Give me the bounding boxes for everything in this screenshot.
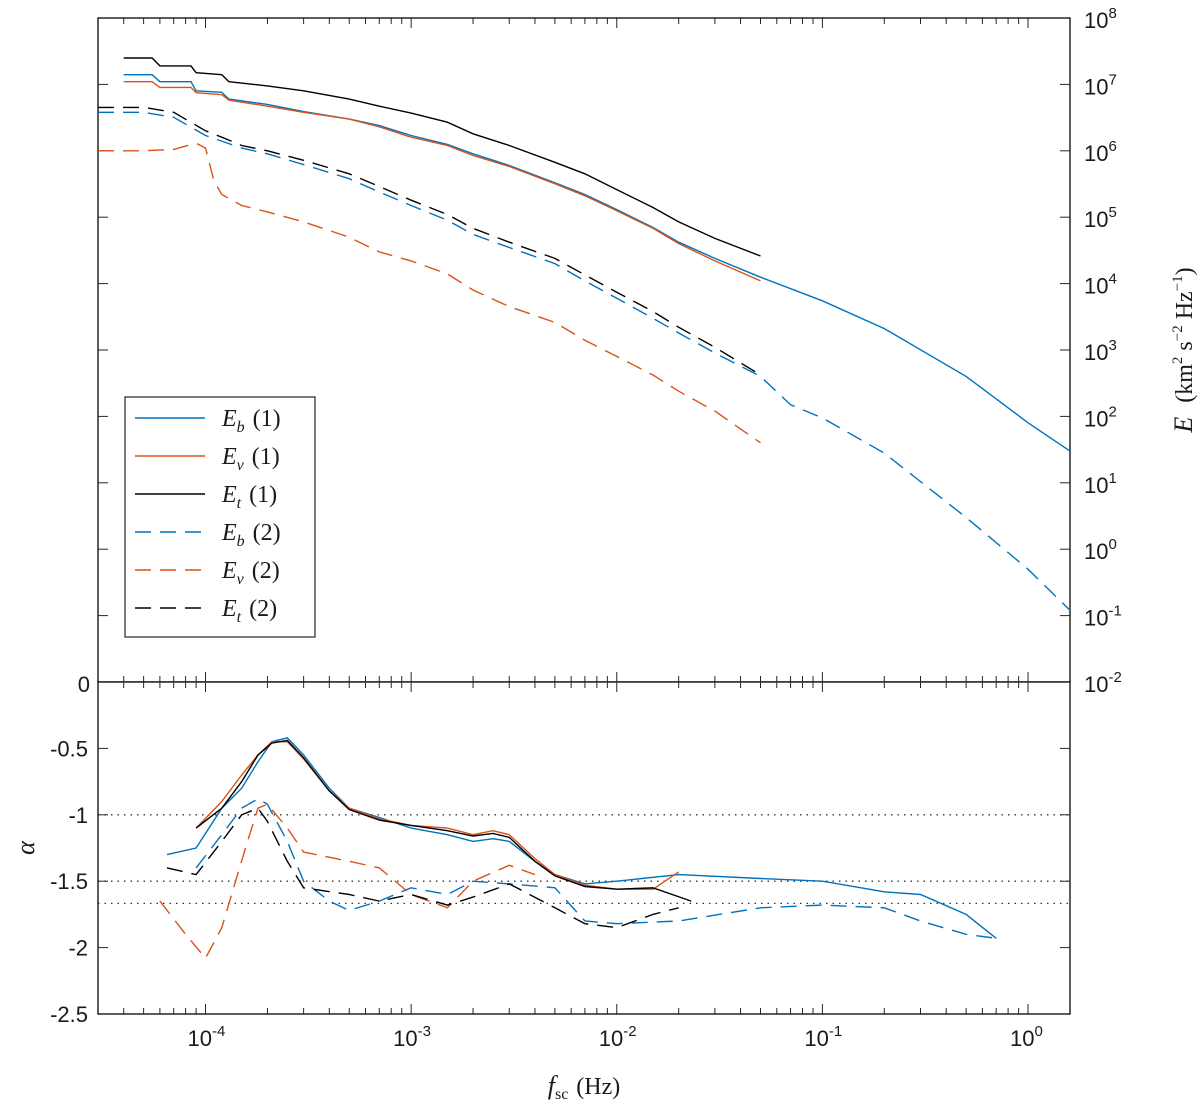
slope-series-line (166, 807, 679, 929)
spectrum-series-line (123, 74, 1071, 452)
slope-series-line (166, 737, 997, 939)
legend-entry-label: Et (1) (221, 482, 277, 512)
legend-entry-label: Eb (2) (221, 520, 281, 550)
x-tick-label: 10-3 (393, 1023, 431, 1051)
spectra-panel: 108 107 106 105 104 103 102 101 100 10-1 10-2 0 E … (78, 5, 1198, 697)
y-tick-label: 10-2 (1084, 669, 1122, 697)
slopes-minor-ticks (97, 682, 1070, 1015)
slopes-y-axis-label: α (11, 840, 40, 855)
alpha-tick-label: -2 (68, 936, 88, 961)
legend: Eb (1) Ev (1) Et (1) Eb (2) Ev (2) Et (2) (124, 396, 316, 638)
slope-series-line (195, 739, 692, 902)
alpha-tick-label: -0.5 (50, 736, 88, 761)
legend-entry-label: Eb (1) (221, 406, 281, 436)
legend-entry-label: Ev (1) (221, 444, 280, 474)
y-tick-label: 103 (1084, 337, 1117, 365)
x-tick-label: 10-1 (804, 1023, 842, 1051)
alpha-tick-label: -1 (68, 803, 88, 828)
spectra-y-axis-label: E (km2 s−2 Hz−1) (1169, 267, 1198, 433)
y-tick-label: 105 (1084, 204, 1117, 232)
slopes-panel: -0.5 -1 -1.5 -2 -2.5 10-4 10-3 10-2 10-1 100 α f… (11, 681, 1071, 1103)
alpha-tick-label: -1.5 (50, 869, 88, 894)
x-tick-label: 100 (1010, 1023, 1043, 1051)
spectrum-series-line (98, 111, 1071, 611)
y-tick-label: 100 (1084, 536, 1117, 564)
spectrum-series-line (123, 57, 761, 257)
legend-entry-label: Et (2) (221, 596, 277, 626)
y-tick-label: 101 (1084, 470, 1117, 498)
x-tick-labels: 10-4 10-3 10-2 10-1 100 (188, 1023, 1043, 1051)
y-tick-label: 108 (1084, 5, 1117, 33)
spectra-minor-ticks (97, 17, 1070, 683)
slopes-plot-area (97, 681, 1071, 1015)
spectra-left-zero-label: 0 (78, 672, 90, 697)
slopes-y-tick-labels: -0.5 -1 -1.5 -2 -2.5 (50, 736, 88, 1027)
legend-entry-label: Ev (2) (221, 558, 280, 588)
spectrum-series-line (98, 142, 761, 444)
spectra-y-tick-labels: 108 107 106 105 104 103 102 101 100 10-1 10-2 (1084, 5, 1122, 697)
spectra-series (98, 57, 1071, 611)
y-tick-label: 107 (1084, 71, 1117, 99)
x-tick-label: 10-4 (188, 1023, 226, 1051)
x-tick-label: 10-2 (599, 1023, 637, 1051)
alpha-tick-label: -2.5 (50, 1002, 88, 1027)
y-tick-label: 104 (1084, 271, 1117, 299)
slopes-series (159, 737, 997, 960)
y-tick-label: 102 (1084, 403, 1117, 431)
spectrum-series-line (98, 106, 761, 376)
spectrum-series-line (123, 81, 761, 282)
y-tick-label: 10-1 (1084, 603, 1122, 631)
x-axis-label: fsc (Hz) (548, 1071, 621, 1103)
legend-box (124, 396, 316, 638)
y-tick-label: 106 (1084, 138, 1117, 166)
slope-series-line (195, 798, 997, 939)
